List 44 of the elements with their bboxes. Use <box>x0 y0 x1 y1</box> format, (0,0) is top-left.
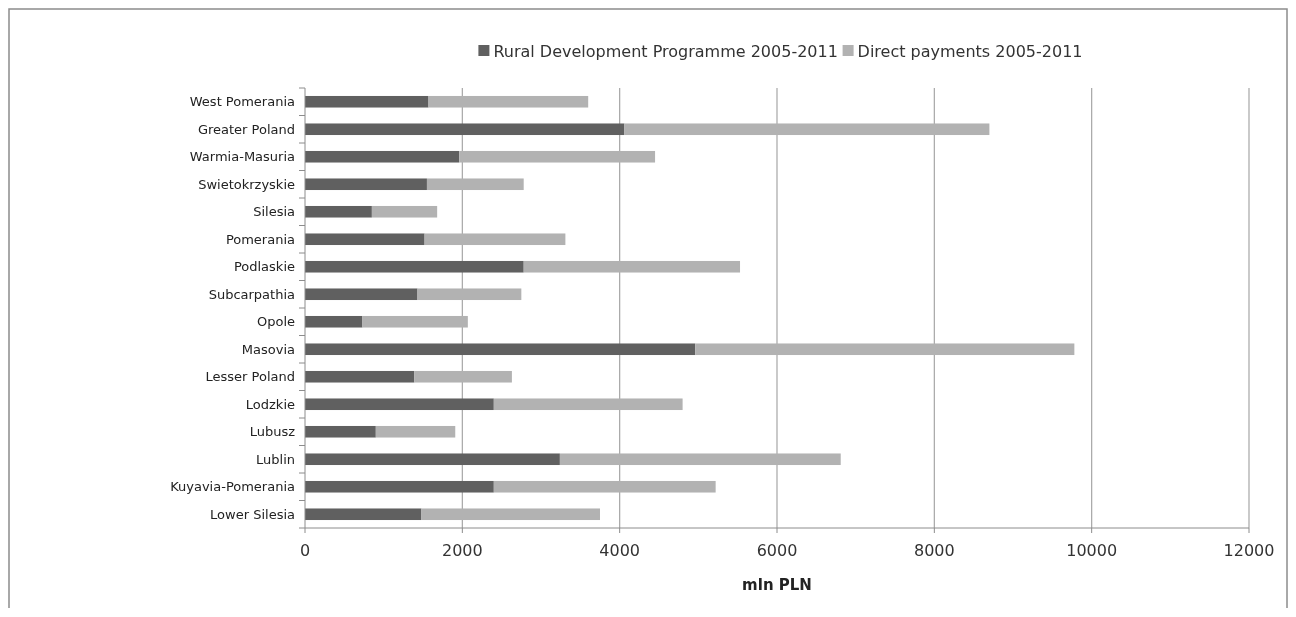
bar <box>305 150 460 163</box>
y-tick-label: West Pomerania <box>189 94 295 110</box>
y-tick-label: Pomerania <box>225 231 295 247</box>
bar <box>305 425 376 438</box>
bar <box>375 425 456 438</box>
y-tick-label: Lodzkie <box>245 396 295 412</box>
y-tick-label: Podlaskie <box>233 259 295 275</box>
x-axis-title: mln PLN <box>742 576 812 594</box>
legend-label: Direct payments 2005-2011 <box>857 41 1083 61</box>
bar <box>305 178 427 191</box>
y-tick-label: Silesia <box>253 204 295 220</box>
bar <box>305 398 494 411</box>
bar <box>305 370 415 383</box>
bar <box>305 260 524 273</box>
y-tick-label: Kuyavia-Pomerania <box>170 479 295 495</box>
x-tick-label: 10000 <box>1066 541 1118 560</box>
bar <box>305 508 422 521</box>
y-tick-label: Swietokrzyskie <box>198 176 295 192</box>
y-tick-label: Lublin <box>256 451 295 467</box>
y-tick-label: Lubusz <box>249 424 296 440</box>
bar <box>305 233 425 246</box>
bar <box>305 480 494 493</box>
y-tick-label: Subcarpathia <box>208 286 295 302</box>
bar <box>305 205 372 218</box>
bar <box>305 315 363 328</box>
x-tick-label: 2000 <box>441 541 483 560</box>
x-tick-label: 6000 <box>756 541 798 560</box>
bar <box>305 343 696 356</box>
x-tick-label: 0 <box>299 541 311 560</box>
y-tick-label: Masovia <box>241 341 295 357</box>
x-tick-label: 8000 <box>913 541 955 560</box>
y-tick-label: Warmia-Masuria <box>189 149 295 165</box>
bar <box>305 123 625 136</box>
bar <box>305 95 429 108</box>
y-tick-label: Opole <box>256 314 295 330</box>
x-tick-label: 12000 <box>1223 541 1275 560</box>
y-tick-label: Lesser Poland <box>205 369 295 385</box>
legend-label: Rural Development Programme 2005-2011 <box>493 41 838 61</box>
bar <box>305 453 560 466</box>
y-tick-label: Lower Silesia <box>210 506 295 522</box>
bar <box>371 205 438 218</box>
bar <box>305 288 418 301</box>
x-tick-label: 4000 <box>599 541 641 560</box>
y-tick-label: Greater Poland <box>197 121 295 137</box>
